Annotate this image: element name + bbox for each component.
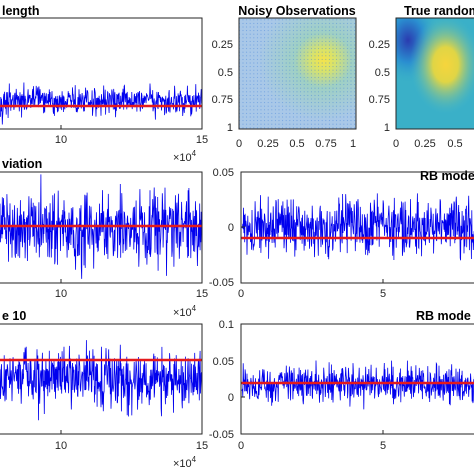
panel-title-rb-mode-2: RB mode [416, 309, 471, 323]
plot-area-3: 10 15 ×104 [0, 323, 208, 470]
y-tick-label: 1 [384, 122, 390, 134]
trace-series-length [0, 82, 203, 125]
x-tick-label: 10 [55, 134, 67, 146]
x-tick-label: 15 [196, 134, 208, 146]
y-tick-label: 1 [227, 122, 233, 134]
panel-title-mode10: e 10 [2, 309, 26, 323]
trace-line [0, 174, 203, 279]
x-multiplier-label: ×104 [173, 304, 197, 319]
y-tick-label: 0.5 [375, 67, 390, 79]
panel-true-random: True random 0.25 0.5 0.75 1 0 0.25 0.5 [369, 4, 474, 150]
true-heatmap-high-region [396, 18, 474, 129]
noisy-observation-points [239, 18, 356, 129]
panel-rb-mode-2: RB mode 0.1 0.05 0 -0.05 0 5 [209, 309, 474, 452]
x-tick-label: 0.25 [257, 138, 278, 150]
panel-title-noisy: Noisy Observations [238, 4, 355, 18]
x-tick-label: 10 [55, 288, 67, 300]
x-tick-label: 0.5 [447, 138, 462, 150]
y-tick-label: 0.25 [212, 39, 233, 51]
panel-title-rb-mode-1: RB mode [420, 169, 474, 183]
plot-area-1: 10 15 ×104 [0, 17, 208, 164]
trace-line [241, 193, 474, 261]
panel-rb-mode-1: RB mode 0.05 0 -0.05 0 5 [209, 167, 474, 300]
panel-title-deviation: viation [2, 157, 42, 171]
y-tick-label: 0.5 [218, 67, 233, 79]
y-tick-label: 0 [228, 392, 234, 404]
axes-frame-deviation [0, 171, 203, 284]
trace-line [0, 82, 203, 125]
x-tick-label: 5 [380, 288, 386, 300]
x-tick-label: 0 [238, 440, 244, 452]
trace-series-rb-mode-1 [241, 193, 474, 261]
y-tick-label: 0.05 [213, 356, 234, 368]
panel-title-true-random: True random [404, 4, 474, 18]
x-tick-label: 1 [350, 138, 356, 150]
axes-frame-true [395, 17, 474, 130]
y-tick-label: -0.05 [209, 429, 234, 441]
trace-series-rb-mode-2 [241, 360, 474, 410]
panel-mode10-trace: e 10 10 15 ×104 [0, 309, 208, 470]
panel-length-trace: length 10 15 ×104 [0, 4, 208, 164]
x-tick-label: 0.5 [289, 138, 304, 150]
y-tick-label: 0.1 [219, 319, 234, 331]
y-tick-label: 0.25 [369, 39, 390, 51]
x-tick-label: 0 [393, 138, 399, 150]
trace-line [0, 340, 203, 421]
x-tick-label: 0 [238, 288, 244, 300]
axes-frame-length [0, 17, 203, 130]
x-tick-label: 15 [196, 288, 208, 300]
y-tick-label: 0.05 [213, 167, 234, 179]
plot-area-2: 10 15 ×104 [0, 171, 208, 319]
panel-title-length: length [2, 4, 40, 18]
x-tick-label: 5 [380, 440, 386, 452]
y-tick-label: -0.05 [209, 277, 234, 289]
x-tick-label: 0 [236, 138, 242, 150]
trace-series-mode10 [0, 340, 203, 421]
axes-frame-rb-mode-2 [240, 323, 474, 435]
y-tick-label: 0.75 [369, 94, 390, 106]
y-tick-label: 0 [228, 222, 234, 234]
x-multiplier-label: ×104 [173, 455, 197, 470]
x-tick-label: 15 [196, 440, 208, 452]
x-tick-label: 10 [55, 440, 67, 452]
x-tick-label: 0.25 [414, 138, 435, 150]
trace-line [241, 360, 474, 410]
panel-deviation-trace: viation 10 15 ×104 [0, 157, 208, 319]
x-multiplier-label: ×104 [173, 149, 197, 164]
y-tick-label: 0.75 [212, 94, 233, 106]
axes-frame-mode10 [0, 323, 203, 435]
axes-frame-noisy [238, 17, 357, 130]
panel-noisy-observations: Noisy Observations 0.25 0.5 0.75 1 0 0.2… [212, 4, 357, 150]
trace-series-deviation [0, 174, 203, 279]
x-tick-label: 0.75 [315, 138, 336, 150]
